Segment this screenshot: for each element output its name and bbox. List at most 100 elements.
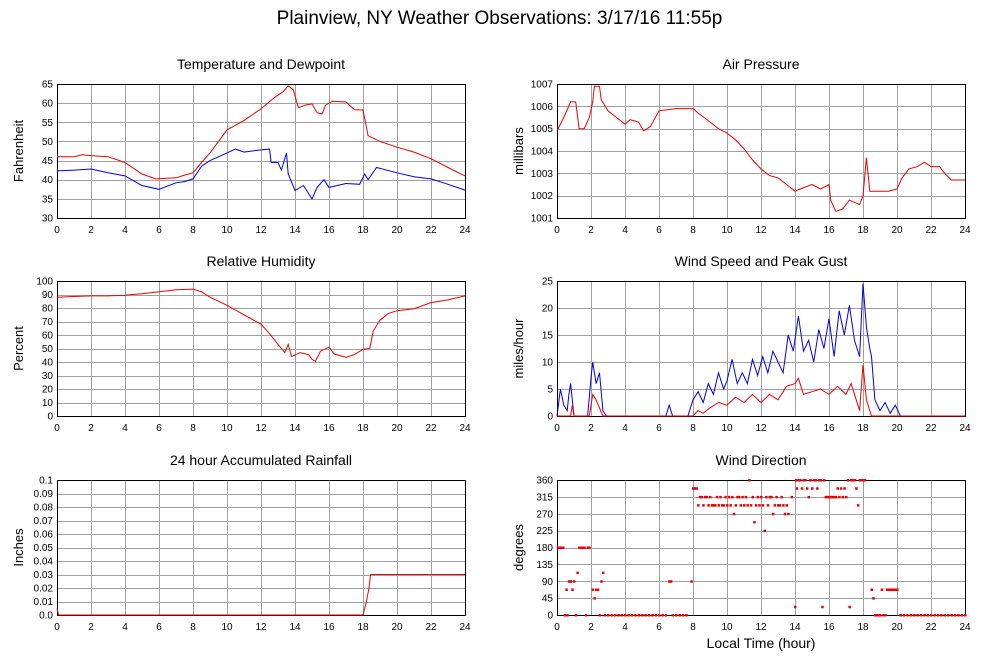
rain-ytick-label: 0.1 bbox=[39, 476, 53, 487]
wind-ytick-label: 10 bbox=[542, 358, 554, 369]
direction-xtick-label: 8 bbox=[690, 622, 696, 633]
wind-plot-frame bbox=[557, 281, 966, 417]
humidity-xtick-label: 14 bbox=[289, 423, 301, 434]
rain-ylabel: Inches bbox=[11, 528, 26, 567]
direction-point bbox=[712, 504, 715, 507]
direction-point bbox=[693, 487, 697, 490]
direction-point bbox=[761, 504, 765, 507]
temp-xtick-label: 22 bbox=[425, 225, 437, 236]
direction-point bbox=[880, 588, 884, 591]
direction-point bbox=[894, 588, 897, 591]
temp-title: Temperature and Dewpoint bbox=[177, 56, 345, 72]
temp-ytick-label: 35 bbox=[42, 194, 54, 205]
direction-point bbox=[579, 546, 583, 549]
direction-point bbox=[644, 614, 647, 617]
direction-point bbox=[731, 495, 734, 499]
direction-point bbox=[790, 495, 794, 499]
direction-point bbox=[586, 546, 590, 549]
direction-point bbox=[627, 614, 630, 617]
temp-ytick-label: 60 bbox=[42, 99, 54, 110]
direction-point bbox=[875, 614, 879, 617]
direction-point bbox=[902, 614, 906, 617]
direction-point bbox=[598, 614, 601, 617]
direction-title: Wind Direction bbox=[715, 452, 806, 468]
pressure-xtick-label: 2 bbox=[588, 225, 594, 236]
direction-point bbox=[749, 504, 753, 507]
direction-point bbox=[613, 614, 617, 617]
direction-point bbox=[641, 614, 644, 617]
temp-xtick-label: 18 bbox=[357, 225, 369, 236]
wind-xtick-label: 8 bbox=[690, 423, 696, 434]
direction-point bbox=[620, 614, 624, 617]
direction-point bbox=[709, 495, 712, 499]
direction-point bbox=[664, 614, 668, 617]
direction-point bbox=[851, 479, 855, 482]
direction-point bbox=[850, 479, 853, 482]
direction-xtick-label: 6 bbox=[656, 622, 662, 633]
direction-point bbox=[817, 479, 821, 482]
direction-point bbox=[593, 597, 596, 600]
direction-point bbox=[576, 571, 579, 575]
direction-point bbox=[690, 580, 693, 583]
direction-ytick-label: 45 bbox=[542, 594, 554, 605]
temp-series-blue-line bbox=[56, 148, 466, 200]
direction-point bbox=[828, 495, 831, 499]
direction-point bbox=[863, 479, 867, 482]
pressure-xtick-label: 4 bbox=[622, 225, 628, 236]
direction-point bbox=[556, 546, 560, 549]
direction-point bbox=[816, 487, 819, 490]
wind-series-red-line bbox=[557, 364, 965, 417]
rain-ytick-label: 0.03 bbox=[34, 570, 54, 581]
direction-point bbox=[836, 487, 839, 490]
direction-point bbox=[913, 614, 916, 617]
direction-point bbox=[685, 614, 688, 617]
direction-point bbox=[826, 495, 829, 499]
pressure-ytick-label: 1002 bbox=[531, 191, 554, 202]
direction-point bbox=[809, 479, 812, 482]
direction-ytick-label: 90 bbox=[542, 577, 554, 588]
wind-xtick-label: 6 bbox=[656, 423, 662, 434]
direction-point bbox=[936, 614, 940, 617]
direction-point bbox=[634, 614, 637, 617]
rain-ytick-label: 0.0 bbox=[39, 611, 53, 622]
direction-point bbox=[821, 605, 824, 609]
direction-point bbox=[797, 479, 800, 482]
direction-point bbox=[799, 479, 802, 482]
direction-point bbox=[773, 504, 777, 507]
rain-xtick-label: 16 bbox=[323, 622, 335, 633]
direction-point bbox=[746, 504, 749, 507]
direction-point bbox=[858, 479, 862, 482]
direction-point bbox=[578, 546, 581, 549]
humidity-xtick-label: 4 bbox=[122, 423, 128, 434]
direction-point bbox=[845, 495, 848, 499]
direction-point bbox=[778, 504, 782, 507]
direction-ytick-label: 180 bbox=[536, 543, 553, 554]
pressure-ytick-label: 1003 bbox=[531, 169, 554, 180]
direction-ytick-label: 360 bbox=[536, 476, 553, 487]
rain-xtick-label: 6 bbox=[156, 622, 162, 633]
wind-ylabel: miles/hour bbox=[511, 318, 526, 379]
direction-point bbox=[637, 614, 641, 617]
direction-point bbox=[896, 588, 899, 591]
direction-point bbox=[877, 614, 880, 617]
direction-point bbox=[802, 479, 805, 482]
rain-ytick-label: 0.02 bbox=[34, 584, 54, 595]
temp-ytick-label: 55 bbox=[42, 118, 54, 129]
direction-point bbox=[624, 614, 627, 617]
direction-point bbox=[601, 571, 605, 575]
direction-xtick-label: 20 bbox=[891, 622, 903, 633]
humidity-ytick-label: 30 bbox=[42, 371, 54, 382]
direction-point bbox=[698, 495, 702, 499]
direction-point bbox=[843, 487, 846, 490]
direction-point bbox=[610, 614, 613, 617]
wind-xtick-label: 22 bbox=[925, 423, 937, 434]
wind-xtick-label: 10 bbox=[721, 423, 733, 434]
pressure-ytick-label: 1005 bbox=[531, 124, 554, 135]
direction-point bbox=[782, 504, 785, 507]
temp-xtick-label: 4 bbox=[122, 225, 128, 236]
direction-xtick-label: 18 bbox=[857, 622, 869, 633]
direction-point bbox=[814, 479, 817, 482]
direction-point bbox=[794, 605, 797, 609]
direction-point bbox=[588, 546, 591, 549]
direction-point bbox=[855, 487, 858, 490]
